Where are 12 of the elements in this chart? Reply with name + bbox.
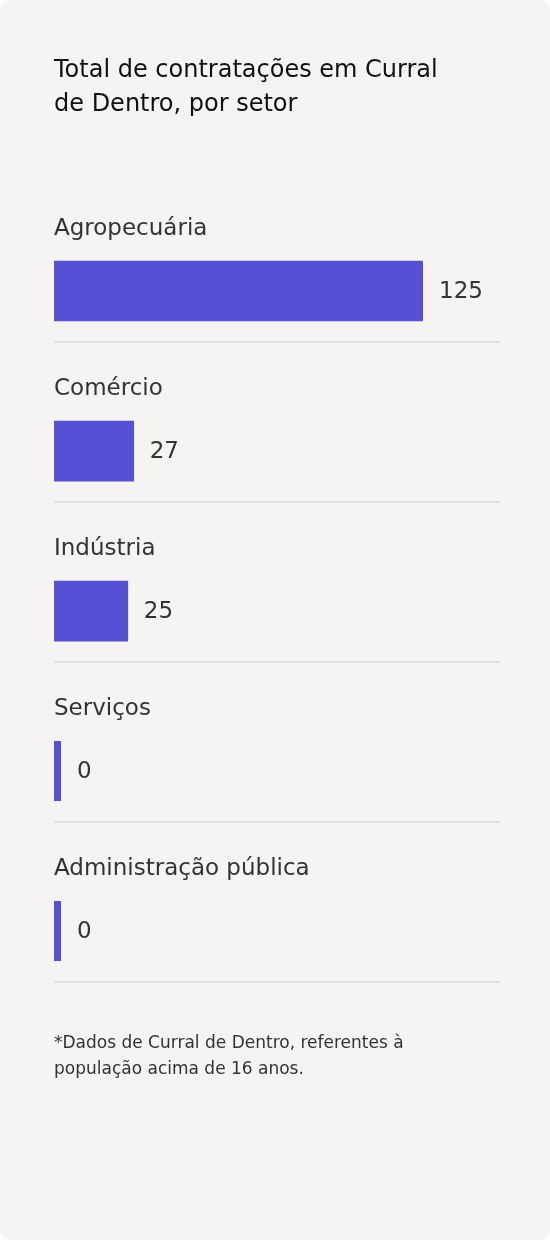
text: *Dados de Curral de Dentro, referentes à população acima de 16 anos. (54, 1031, 405, 1080)
y-tick-label: Comércio (54, 374, 163, 401)
y-tick-label: Administração pública (54, 854, 310, 881)
data-label: 125 (439, 276, 483, 303)
data-label: 27 (149, 437, 179, 464)
data-label: 25 (143, 597, 174, 624)
data-label: 0 (77, 757, 92, 784)
y-tick-label: Indústria (54, 534, 156, 561)
chart-title: Total de contratações em Curral de Dentro, por setor (54, 54, 439, 119)
data-label: 0 (77, 917, 92, 944)
y-tick-label: Serviços (54, 694, 151, 721)
y-tick-label: Agropecuária (54, 213, 208, 240)
